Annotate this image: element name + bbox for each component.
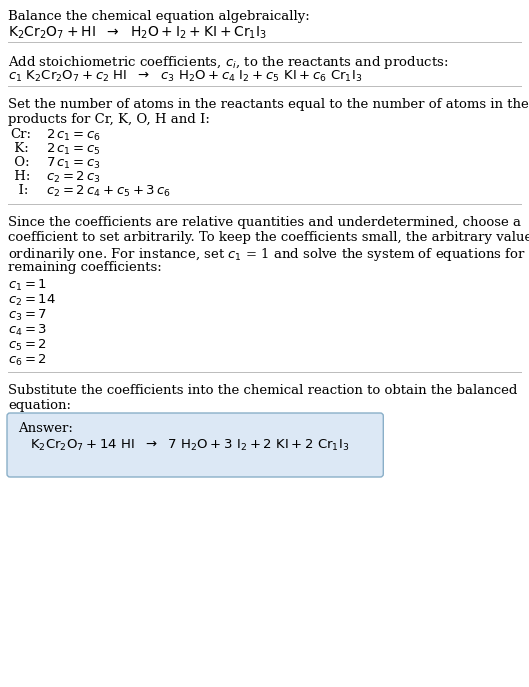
Text: $c_6 = 2$: $c_6 = 2$ (8, 353, 47, 368)
Text: $c_1\ \mathrm{K_2Cr_2O_7} + c_2\ \mathrm{HI}\ \ \rightarrow\ \ c_3\ \mathrm{H_2O: $c_1\ \mathrm{K_2Cr_2O_7} + c_2\ \mathrm… (8, 69, 362, 84)
Text: ordinarily one. For instance, set $c_1$ = 1 and solve the system of equations fo: ordinarily one. For instance, set $c_1$ … (8, 246, 529, 263)
Text: K:: K: (10, 142, 29, 155)
Text: $\mathrm{K_2Cr_2O_7 + HI\ \ \rightarrow\ \ H_2O + I_2 + KI + Cr_1I_3}$: $\mathrm{K_2Cr_2O_7 + HI\ \ \rightarrow\… (8, 25, 267, 41)
Text: Substitute the coefficients into the chemical reaction to obtain the balanced: Substitute the coefficients into the che… (8, 384, 517, 397)
Text: remaining coefficients:: remaining coefficients: (8, 261, 162, 274)
Text: $c_5 = 2$: $c_5 = 2$ (8, 338, 47, 353)
Text: $7\,c_1 = c_3$: $7\,c_1 = c_3$ (46, 156, 101, 171)
FancyBboxPatch shape (7, 413, 384, 477)
Text: H:: H: (10, 170, 30, 183)
Text: I:: I: (10, 184, 29, 197)
Text: $2\,c_1 = c_5$: $2\,c_1 = c_5$ (46, 142, 101, 157)
Text: O:: O: (10, 156, 30, 169)
Text: products for Cr, K, O, H and I:: products for Cr, K, O, H and I: (8, 113, 210, 126)
Text: Answer:: Answer: (18, 422, 73, 435)
Text: Since the coefficients are relative quantities and underdetermined, choose a: Since the coefficients are relative quan… (8, 216, 521, 229)
Text: $\mathrm{K_2Cr_2O_7 + 14\ HI\ \ \rightarrow\ \ 7\ H_2O + 3\ I_2 + 2\ KI + 2\ Cr_: $\mathrm{K_2Cr_2O_7 + 14\ HI\ \ \rightar… (30, 438, 349, 453)
Text: $c_3 = 7$: $c_3 = 7$ (8, 308, 47, 323)
Text: $c_2 = 14$: $c_2 = 14$ (8, 293, 56, 308)
Text: Balance the chemical equation algebraically:: Balance the chemical equation algebraica… (8, 10, 310, 23)
Text: Cr:: Cr: (10, 128, 31, 141)
Text: $c_2 = 2\,c_3$: $c_2 = 2\,c_3$ (46, 170, 101, 185)
Text: $c_4 = 3$: $c_4 = 3$ (8, 323, 47, 338)
Text: equation:: equation: (8, 399, 71, 412)
Text: $c_2 = 2\,c_4 + c_5 + 3\,c_6$: $c_2 = 2\,c_4 + c_5 + 3\,c_6$ (46, 184, 171, 199)
Text: Add stoichiometric coefficients, $c_i$, to the reactants and products:: Add stoichiometric coefficients, $c_i$, … (8, 54, 449, 71)
Text: coefficient to set arbitrarily. To keep the coefficients small, the arbitrary va: coefficient to set arbitrarily. To keep … (8, 231, 529, 244)
Text: Set the number of atoms in the reactants equal to the number of atoms in the: Set the number of atoms in the reactants… (8, 98, 529, 111)
Text: $2\,c_1 = c_6$: $2\,c_1 = c_6$ (46, 128, 101, 143)
Text: $c_1 = 1$: $c_1 = 1$ (8, 278, 47, 293)
